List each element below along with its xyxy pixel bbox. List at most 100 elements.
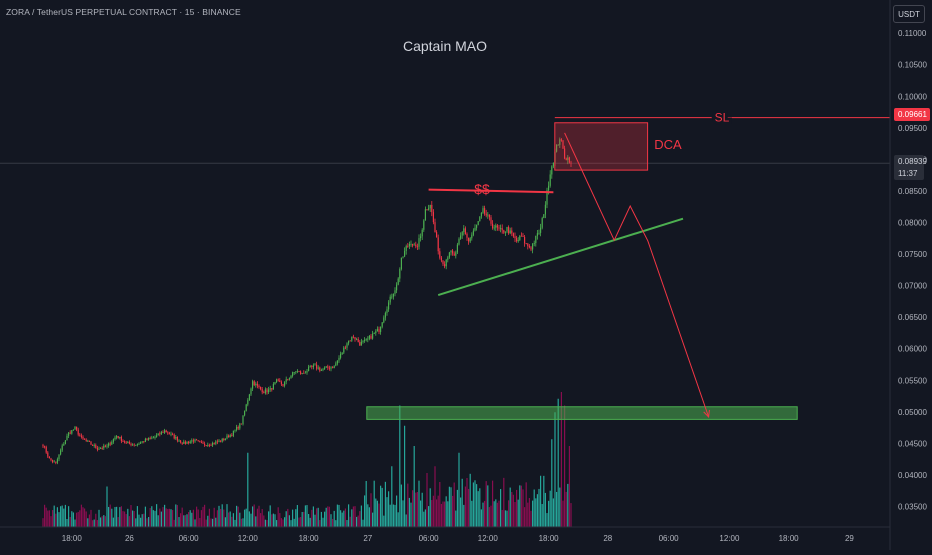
candle-body [231,434,233,436]
volume-bar [44,504,46,527]
candle-body [290,375,292,379]
candle-body [378,329,380,332]
volume-bar [474,480,476,527]
candle-body [516,238,518,242]
y-tick-label: 0.05500 [898,376,927,385]
last-price-tag: 0.08939 [894,155,927,168]
volume-bar [80,504,82,527]
volume-bar [354,506,356,527]
volume-bar [197,509,199,527]
volume-bar [335,520,337,527]
candle-body [530,247,532,250]
candle-body [199,441,201,442]
candle-body [474,227,476,231]
volume-bar [368,507,370,527]
candle-body [309,366,311,367]
candle-body [295,371,297,373]
volume-bar [378,503,380,527]
candle-body [439,251,441,258]
volume-bar [280,518,282,527]
volume-bar [208,508,210,527]
volume-bar [448,486,450,527]
candle-body [367,338,369,340]
candle-body [120,436,122,442]
candle-body [426,209,428,211]
volume-bar [568,446,570,527]
candle-body [237,427,239,429]
candle-body [60,450,62,455]
volume-bar [384,481,386,527]
volume-bar [48,510,50,527]
candle-body [397,278,399,285]
candle-body [402,256,404,258]
volume-bar [180,513,182,527]
volume-bar [487,485,489,527]
volume-bar [308,514,310,527]
volume-bar [103,515,105,527]
candle-body [76,426,78,430]
candle-body [324,367,326,370]
candle-body [544,204,546,215]
volume-bar [511,492,513,527]
candle-body [229,434,231,438]
volume-bar [424,509,426,527]
volume-bar [528,498,530,527]
volume-bar [500,489,502,527]
candle-body [152,437,154,439]
support-trendline [437,217,684,297]
volume-bar [114,507,116,527]
volume-bar [285,511,287,527]
candle-body [546,190,548,205]
volume-bar [124,511,126,527]
volume-bar [186,514,188,527]
volume-bar [399,405,401,527]
volume-bar [229,511,231,527]
volume-bar [538,488,540,527]
volume-bar [130,505,132,527]
volume-bar [304,505,306,527]
candle-body [487,214,489,216]
candle-body [405,246,407,251]
candle-body [469,238,471,242]
volume-bar [533,489,535,527]
volume-bar [508,500,510,527]
volume-bar [328,506,330,527]
candle-body [111,441,113,445]
volume-bar [549,490,551,527]
volume-bar [365,480,367,527]
volume-bar [548,500,550,527]
candle-body [298,371,300,372]
candle-body [484,208,486,214]
volume-bar [287,508,289,527]
drawings[interactable]: SL DCA $$ [366,108,890,420]
volume-bar [434,466,436,527]
candle-body [343,347,345,353]
symbol-header[interactable]: ZORA / TetherUS PERPETUAL CONTRACT · 15 … [6,7,241,17]
candle-body [221,438,223,442]
candle-body [338,357,340,361]
candle-body [517,240,519,242]
volume-bar [316,508,318,527]
sl-label: SL [715,111,730,125]
volume-bar [156,504,158,527]
candle-body [108,443,110,446]
x-tick-label: 06:00 [659,534,680,543]
volume-bar [512,494,514,527]
candle-body [296,371,298,372]
volume-bar [429,488,431,527]
volume-bar [426,473,428,527]
volume-bar [552,498,554,527]
y-tick-label: 0.09500 [898,124,927,133]
currency-button[interactable]: USDT [893,5,925,23]
watermark-text: Captain MAO [402,38,488,54]
candles [42,137,572,465]
volume-bar [324,511,326,527]
volume-bar [570,503,572,527]
volume-bar [567,483,569,527]
candle-body [373,333,375,334]
volume-bar [125,514,127,527]
candle-body [117,436,119,439]
y-tick-label: 0.11000 [898,29,927,38]
